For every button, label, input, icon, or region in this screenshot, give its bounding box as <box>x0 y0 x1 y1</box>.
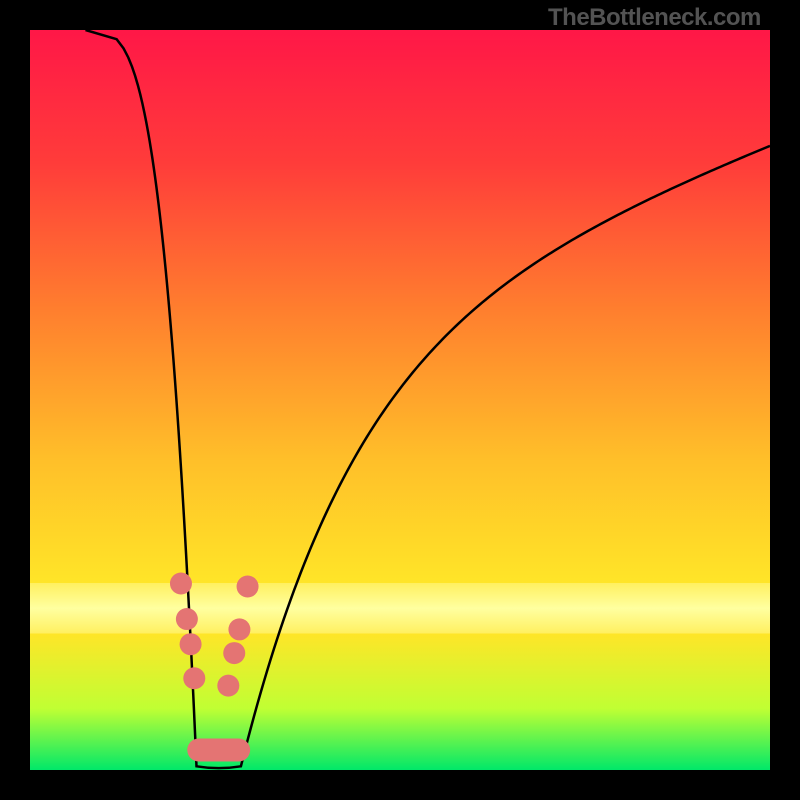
marker-pill-bottom <box>187 739 250 762</box>
marker-dot-5 <box>223 642 245 664</box>
marker-dot-3 <box>183 667 205 689</box>
chart-container: TheBottleneck.com <box>0 0 800 800</box>
chart-svg <box>0 0 800 800</box>
watermark: TheBottleneck.com <box>548 4 761 32</box>
marker-dot-7 <box>237 575 259 597</box>
bottleneck-curve <box>86 30 771 768</box>
marker-dot-6 <box>228 618 250 640</box>
marker-dot-2 <box>180 633 202 655</box>
marker-dot-4 <box>217 675 239 697</box>
marker-dot-0 <box>170 573 192 595</box>
marker-dot-1 <box>176 608 198 630</box>
